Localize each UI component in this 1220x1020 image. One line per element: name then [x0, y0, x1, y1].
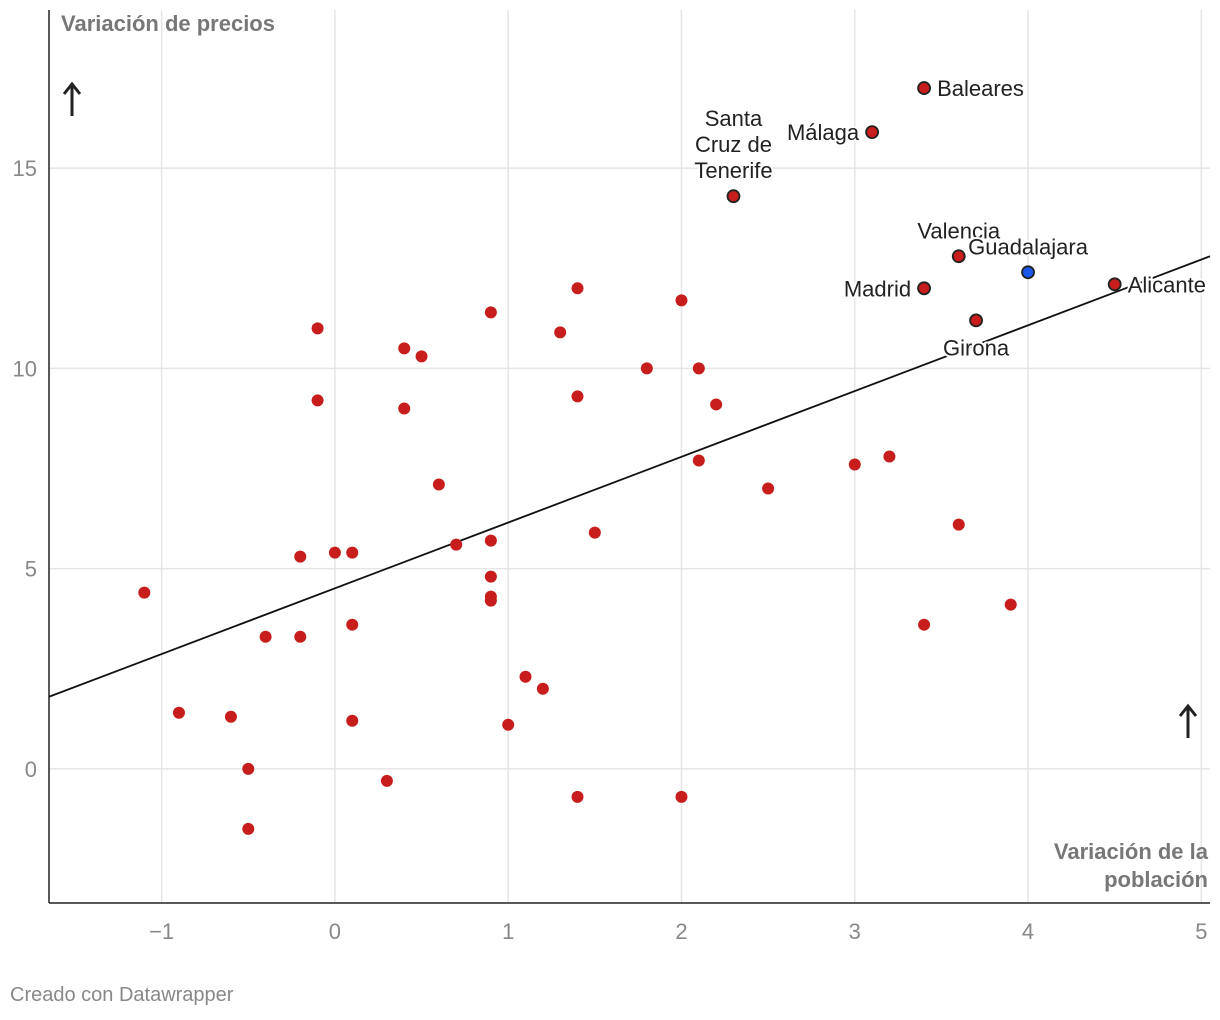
x-axis-arrow-icon	[1178, 703, 1198, 738]
data-point	[311, 322, 324, 335]
data-points	[138, 81, 1122, 835]
data-point	[1004, 598, 1017, 611]
point-label: Guadalajara	[968, 234, 1089, 259]
data-point	[762, 482, 775, 495]
x-tick-label: −1	[149, 919, 174, 944]
data-point	[883, 450, 896, 463]
labeled-data-point	[865, 125, 879, 140]
data-point	[294, 630, 307, 643]
data-point	[640, 362, 653, 375]
trendline-group	[48, 255, 1211, 698]
labeled-data-point	[951, 249, 966, 264]
data-point	[172, 706, 185, 719]
data-point	[398, 402, 411, 415]
point-label: Baleares	[937, 76, 1024, 101]
data-point	[380, 774, 393, 787]
point-label: Cruz de	[695, 132, 772, 157]
y-tick-label: 0	[25, 757, 37, 782]
labeled-data-point	[917, 281, 931, 296]
data-point	[675, 790, 688, 803]
data-point	[502, 718, 515, 731]
data-point	[415, 350, 428, 363]
axes	[48, 10, 1210, 904]
point-label: Málaga	[787, 120, 860, 145]
data-point	[484, 534, 497, 547]
data-point	[259, 630, 272, 643]
data-point	[571, 282, 584, 295]
axis-titles: Variación de precios Variación de la pob…	[61, 11, 1209, 892]
credit-text: Creado con Datawrapper	[10, 984, 234, 1006]
labeled-data-point	[1107, 277, 1122, 292]
data-point	[848, 458, 861, 471]
x-axis-title-line-1: Variación de la	[1054, 839, 1209, 864]
tick-labels: −1 0 1 2 3 4 5 0 5 10 15	[13, 156, 1208, 944]
data-point	[346, 618, 359, 631]
data-point	[571, 390, 584, 403]
data-point	[328, 546, 341, 559]
data-point	[952, 518, 965, 531]
data-point	[675, 294, 688, 307]
data-point	[346, 714, 359, 727]
data-point	[242, 822, 255, 835]
labeled-data-point	[1021, 265, 1035, 280]
labeled-data-point	[969, 313, 983, 328]
x-tick-label: 1	[502, 919, 514, 944]
x-axis-title-line-2: población	[1104, 867, 1208, 892]
data-point	[710, 398, 723, 411]
labeled-data-point	[917, 81, 931, 95]
y-tick-label: 15	[13, 156, 37, 181]
data-point	[692, 454, 705, 467]
labeled-data-point	[726, 189, 741, 204]
point-label: Tenerife	[694, 158, 772, 183]
y-tick-label: 10	[13, 356, 37, 381]
data-point	[484, 306, 497, 319]
y-axis-title: Variación de precios	[61, 11, 275, 36]
trendline	[48, 255, 1211, 698]
y-tick-label: 5	[25, 557, 37, 582]
x-tick-label: 0	[329, 919, 341, 944]
data-point	[450, 538, 463, 551]
x-tick-label: 2	[675, 919, 687, 944]
data-point	[242, 762, 255, 775]
data-point	[484, 570, 497, 583]
data-point	[432, 478, 445, 491]
grid-lines	[49, 10, 1210, 903]
data-point	[519, 670, 532, 683]
data-point	[484, 594, 497, 607]
data-point	[692, 362, 705, 375]
x-tick-label: 4	[1022, 919, 1034, 944]
y-axis-arrow-icon	[62, 81, 82, 116]
point-label: Valencia	[917, 218, 1001, 243]
data-point	[536, 682, 549, 695]
point-label: Girona	[943, 335, 1010, 360]
data-point	[918, 618, 931, 631]
point-label: Santa	[705, 106, 763, 131]
data-point	[554, 326, 567, 339]
data-point	[346, 546, 359, 559]
data-point	[398, 342, 411, 355]
data-point	[311, 394, 324, 407]
data-point	[224, 710, 237, 723]
x-tick-label: 5	[1195, 919, 1207, 944]
x-tick-label: 3	[849, 919, 861, 944]
point-label: Madrid	[844, 276, 911, 301]
data-point	[588, 526, 601, 539]
point-label: Alicante	[1128, 272, 1206, 297]
data-point	[138, 586, 151, 599]
data-point	[294, 550, 307, 563]
data-point	[571, 790, 584, 803]
